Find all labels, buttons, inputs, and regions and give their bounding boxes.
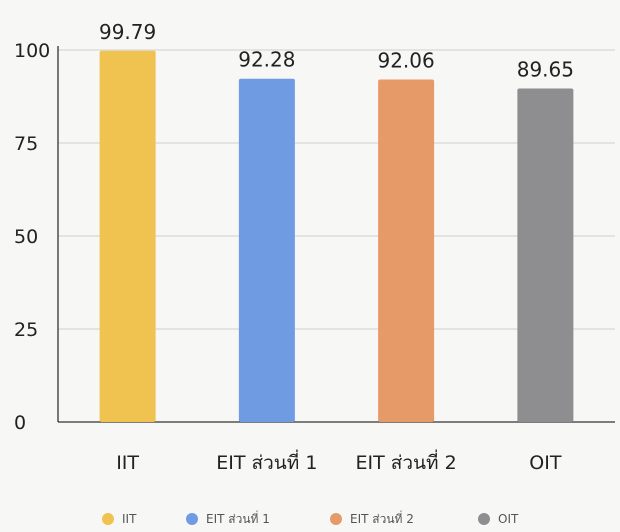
y-tick-label: 25 [14,319,38,341]
category-label: OIT [529,452,562,474]
category-labels: IIT EIT ส่วนที่ 1 EIT ส่วนที่ 2 OIT [116,449,562,474]
data-label: 92.06 [377,49,434,73]
category-label: EIT ส่วนที่ 1 [216,449,317,474]
legend-label: EIT ส่วนที่ 2 [350,510,414,526]
y-tick-label: 50 [14,226,38,248]
bar [378,79,435,422]
legend: IIT EIT ส่วนที่ 1 EIT ส่วนที่ 2 OIT [102,510,519,526]
legend-swatch [478,513,490,525]
data-label: 89.65 [517,58,574,82]
data-label: 92.28 [238,48,295,72]
data-labels: 99.79 92.28 92.06 89.65 [99,20,574,82]
legend-label: IIT [122,512,137,526]
legend-swatch [102,513,114,525]
data-label: 99.79 [99,20,156,44]
legend-label: EIT ส่วนที่ 1 [206,510,270,526]
legend-label: OIT [498,512,519,526]
category-label: IIT [116,452,139,474]
category-label: EIT ส่วนที่ 2 [356,449,457,474]
legend-swatch [330,513,342,525]
bars [99,50,574,423]
legend-swatch [186,513,198,525]
bar [517,88,574,422]
bar [238,78,295,423]
bar [99,50,156,423]
y-tick-label: 75 [14,133,38,155]
y-tick-label: 100 [14,40,50,62]
y-tick-label: 0 [14,412,26,434]
